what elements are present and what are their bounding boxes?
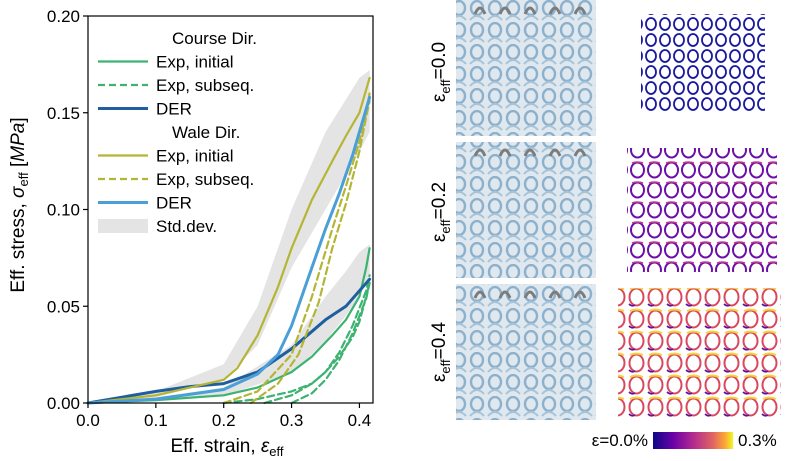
series-line-5 (86, 76, 371, 405)
photo-panel-2 (456, 284, 596, 420)
photo-panel-0 (456, 0, 596, 136)
legend-entry: Exp, subseq. (156, 170, 254, 189)
x-tick-label: 0.3 (280, 411, 304, 430)
row-label-2: εeff=0.4 (429, 321, 453, 382)
legend-header: Course Dir. (172, 29, 257, 48)
x-tick-label: 0.0 (76, 411, 100, 430)
std-dev-band-0 (88, 70, 370, 404)
axes (87, 15, 374, 404)
legend-entry: DER (156, 100, 192, 119)
sim-panel-2 (618, 288, 781, 418)
row-label-1: εeff=0.2 (429, 182, 453, 242)
y-tick-label: 0.05 (47, 297, 80, 316)
x-tick-label: 0.1 (144, 411, 168, 430)
x-tick-label: 0.4 (348, 411, 372, 430)
sim-panel-1 (627, 148, 777, 272)
legend-swatch (98, 219, 148, 233)
colorbar-max-label: 0.3% (738, 431, 777, 450)
colorbar-min-label: ε=0.0% (592, 431, 648, 450)
legend: Course Dir. Exp, initial Exp, subseq. DER Wa… (98, 29, 257, 236)
legend-entry: Exp, initial (156, 53, 233, 72)
legend-entry: DER (156, 194, 192, 213)
series-line-2 (263, 274, 371, 405)
std-dev-band-1 (88, 244, 370, 403)
sim-panel-0 (641, 14, 765, 112)
series-line-3 (290, 281, 371, 405)
plot-frame (87, 15, 374, 404)
y-axis-label: Eff. stress, σeff [MPa] (8, 117, 31, 292)
photo-panel-1 (456, 142, 596, 278)
deformation-panels: εeff=0.0 εeff=0.2 εeff=0.4 ε=0.0% 0.3% (429, 0, 781, 450)
legend-entry: Exp, initial (156, 147, 233, 166)
stress-strain-chart: 0.0 0.1 0.2 0.3 0.4 0.00 0.05 0.10 0.15 0.20 Cour… (8, 7, 374, 459)
legend-entry: Std.dev. (156, 217, 217, 236)
colorbar (653, 432, 733, 449)
row-label-0: εeff=0.0 (429, 42, 453, 102)
y-tick-label: 0.00 (47, 394, 80, 413)
ticks: 0.0 0.1 0.2 0.3 0.4 0.00 0.05 0.10 0.15 0.20 (47, 7, 371, 430)
y-tick-label: 0.15 (47, 104, 80, 123)
x-tick-label: 0.2 (212, 411, 236, 430)
photo-clips (473, 6, 587, 299)
x-axis-label: Eff. strain, εeff (170, 436, 283, 459)
series-line-8 (86, 95, 372, 405)
series-lines (86, 76, 372, 405)
series-line-7 (249, 100, 371, 405)
y-tick-label: 0.10 (47, 201, 80, 220)
y-tick-label: 0.20 (47, 7, 80, 26)
legend-entry: Exp, subseq. (156, 76, 254, 95)
legend-header: Wale Dir. (172, 123, 240, 142)
std-dev-bands (88, 70, 370, 404)
